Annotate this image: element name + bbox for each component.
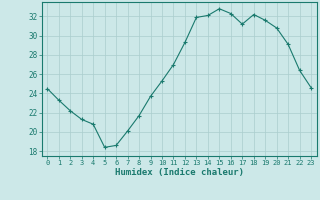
X-axis label: Humidex (Indice chaleur): Humidex (Indice chaleur)	[115, 168, 244, 177]
